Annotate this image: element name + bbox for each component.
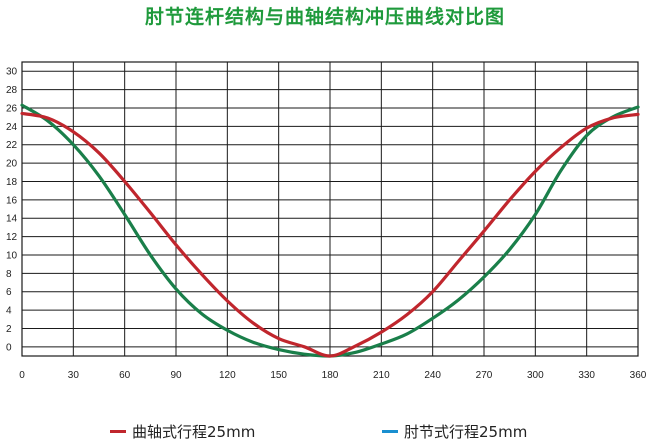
legend-label-crank: 曲轴式行程25mm [132,422,256,441]
y-tick-label: 4 [6,306,12,317]
x-tick-label: 150 [270,370,287,381]
y-tick-label: 18 [6,177,18,188]
y-tick-label: 22 [6,140,18,151]
x-tick-label: 30 [68,370,80,381]
y-tick-label: 14 [6,214,18,225]
x-tick-label: 180 [322,370,339,381]
legend-swatch-crank [110,429,126,433]
x-tick-label: 240 [424,370,441,381]
x-tick-label: 300 [527,370,544,381]
y-tick-label: 8 [6,269,12,280]
legend-label-toggle: 肘节式行程25mm [404,422,528,441]
y-tick-label: 10 [6,250,18,261]
y-tick-label: 0 [6,342,12,353]
y-tick-label: 2 [6,324,12,335]
x-tick-label: 0 [19,370,25,381]
x-tick-label: 90 [170,370,182,381]
x-tick-label: 330 [578,370,595,381]
legend-swatch-toggle [382,429,398,433]
y-tick-label: 24 [6,122,18,133]
y-tick-label: 26 [6,103,18,114]
series-line-crank [20,111,640,358]
y-tick-label: 16 [6,195,18,206]
series-lines [20,103,640,358]
legend-item-crank: 曲轴式行程25mm [110,420,255,442]
y-tick-label: 6 [6,287,12,298]
y-tick-label: 30 [6,67,18,78]
x-tick-label: 60 [119,370,131,381]
grid [21,61,639,357]
y-tick-label: 20 [6,159,18,170]
legend-item-toggle: 肘节式行程25mm [382,420,527,442]
y-tick-label: 12 [6,232,18,243]
x-tick-label: 120 [219,370,236,381]
x-tick-label: 270 [476,370,493,381]
x-tick-label: 360 [630,370,647,381]
chart-title: 肘节连杆结构与曲轴结构冲压曲线对比图 [144,6,505,28]
y-tick-label: 28 [6,85,18,96]
x-tick-label: 210 [373,370,390,381]
